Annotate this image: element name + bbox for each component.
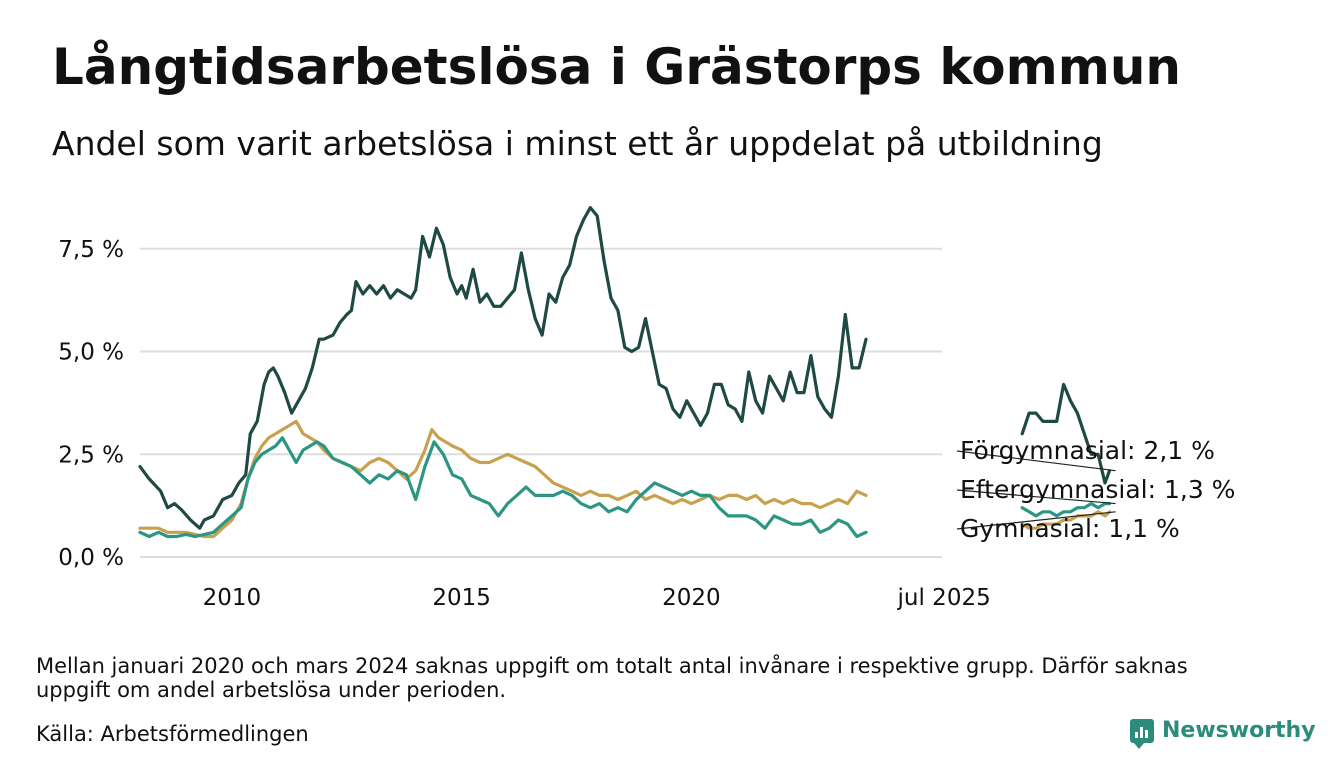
x-axis-ticks: 2010 2015 2020 jul 2025 [203,585,991,611]
x-tick-label: jul 2025 [897,585,991,611]
series-end-label: Eftergymnasial: 1,3 % [960,475,1235,504]
y-axis-ticks: 0,0 % 2,5 % 5,0 % 7,5 % [58,237,124,571]
series-line-förgymnasial-0 [138,206,868,530]
series-line-gymnasial-0 [138,419,868,539]
brand[interactable]: Newsworthy [1130,718,1316,749]
series-end-labels: Förgymnasial: 2,1 % Eftergymnasial: 1,3 %… [956,436,1235,543]
series-line-förgymnasial-1 [1020,382,1112,485]
series-end-label: Gymnasial: 1,1 % [960,514,1180,543]
series-line-eftergymnasial-0 [138,436,868,539]
brand-name: Newsworthy [1162,718,1316,743]
y-tick-label: 0,0 % [58,545,124,571]
x-tick-label: 2010 [203,585,262,611]
y-tick-label: 7,5 % [58,237,124,263]
series-line-gymnasial-1 [1020,510,1112,530]
y-tick-label: 2,5 % [58,442,124,468]
newsworthy-logo-icon [1130,718,1154,749]
series-lines [138,206,1112,539]
series-line-eftergymnasial-1 [1020,502,1112,518]
gridlines [140,247,942,558]
y-tick-label: 5,0 % [58,340,124,366]
series-end-label: Förgymnasial: 2,1 % [960,436,1215,465]
line-chart: 0,0 % 2,5 % 5,0 % 7,5 % 2010 2015 2020 jul 202… [58,206,1235,611]
leader-line [956,489,1116,505]
x-tick-label: 2015 [432,585,491,611]
leader-line [956,450,1116,472]
x-tick-label: 2020 [662,585,721,611]
source-text: Källa: Arbetsförmedlingen [36,722,309,746]
chart-subtitle: Andel som varit arbetslösa i minst ett å… [52,124,1103,163]
chart-title: Långtidsarbetslösa i Grästorps kommun [52,38,1182,96]
leader-line [956,511,1116,530]
footnote: Mellan januari 2020 och mars 2024 saknas… [36,654,1188,702]
